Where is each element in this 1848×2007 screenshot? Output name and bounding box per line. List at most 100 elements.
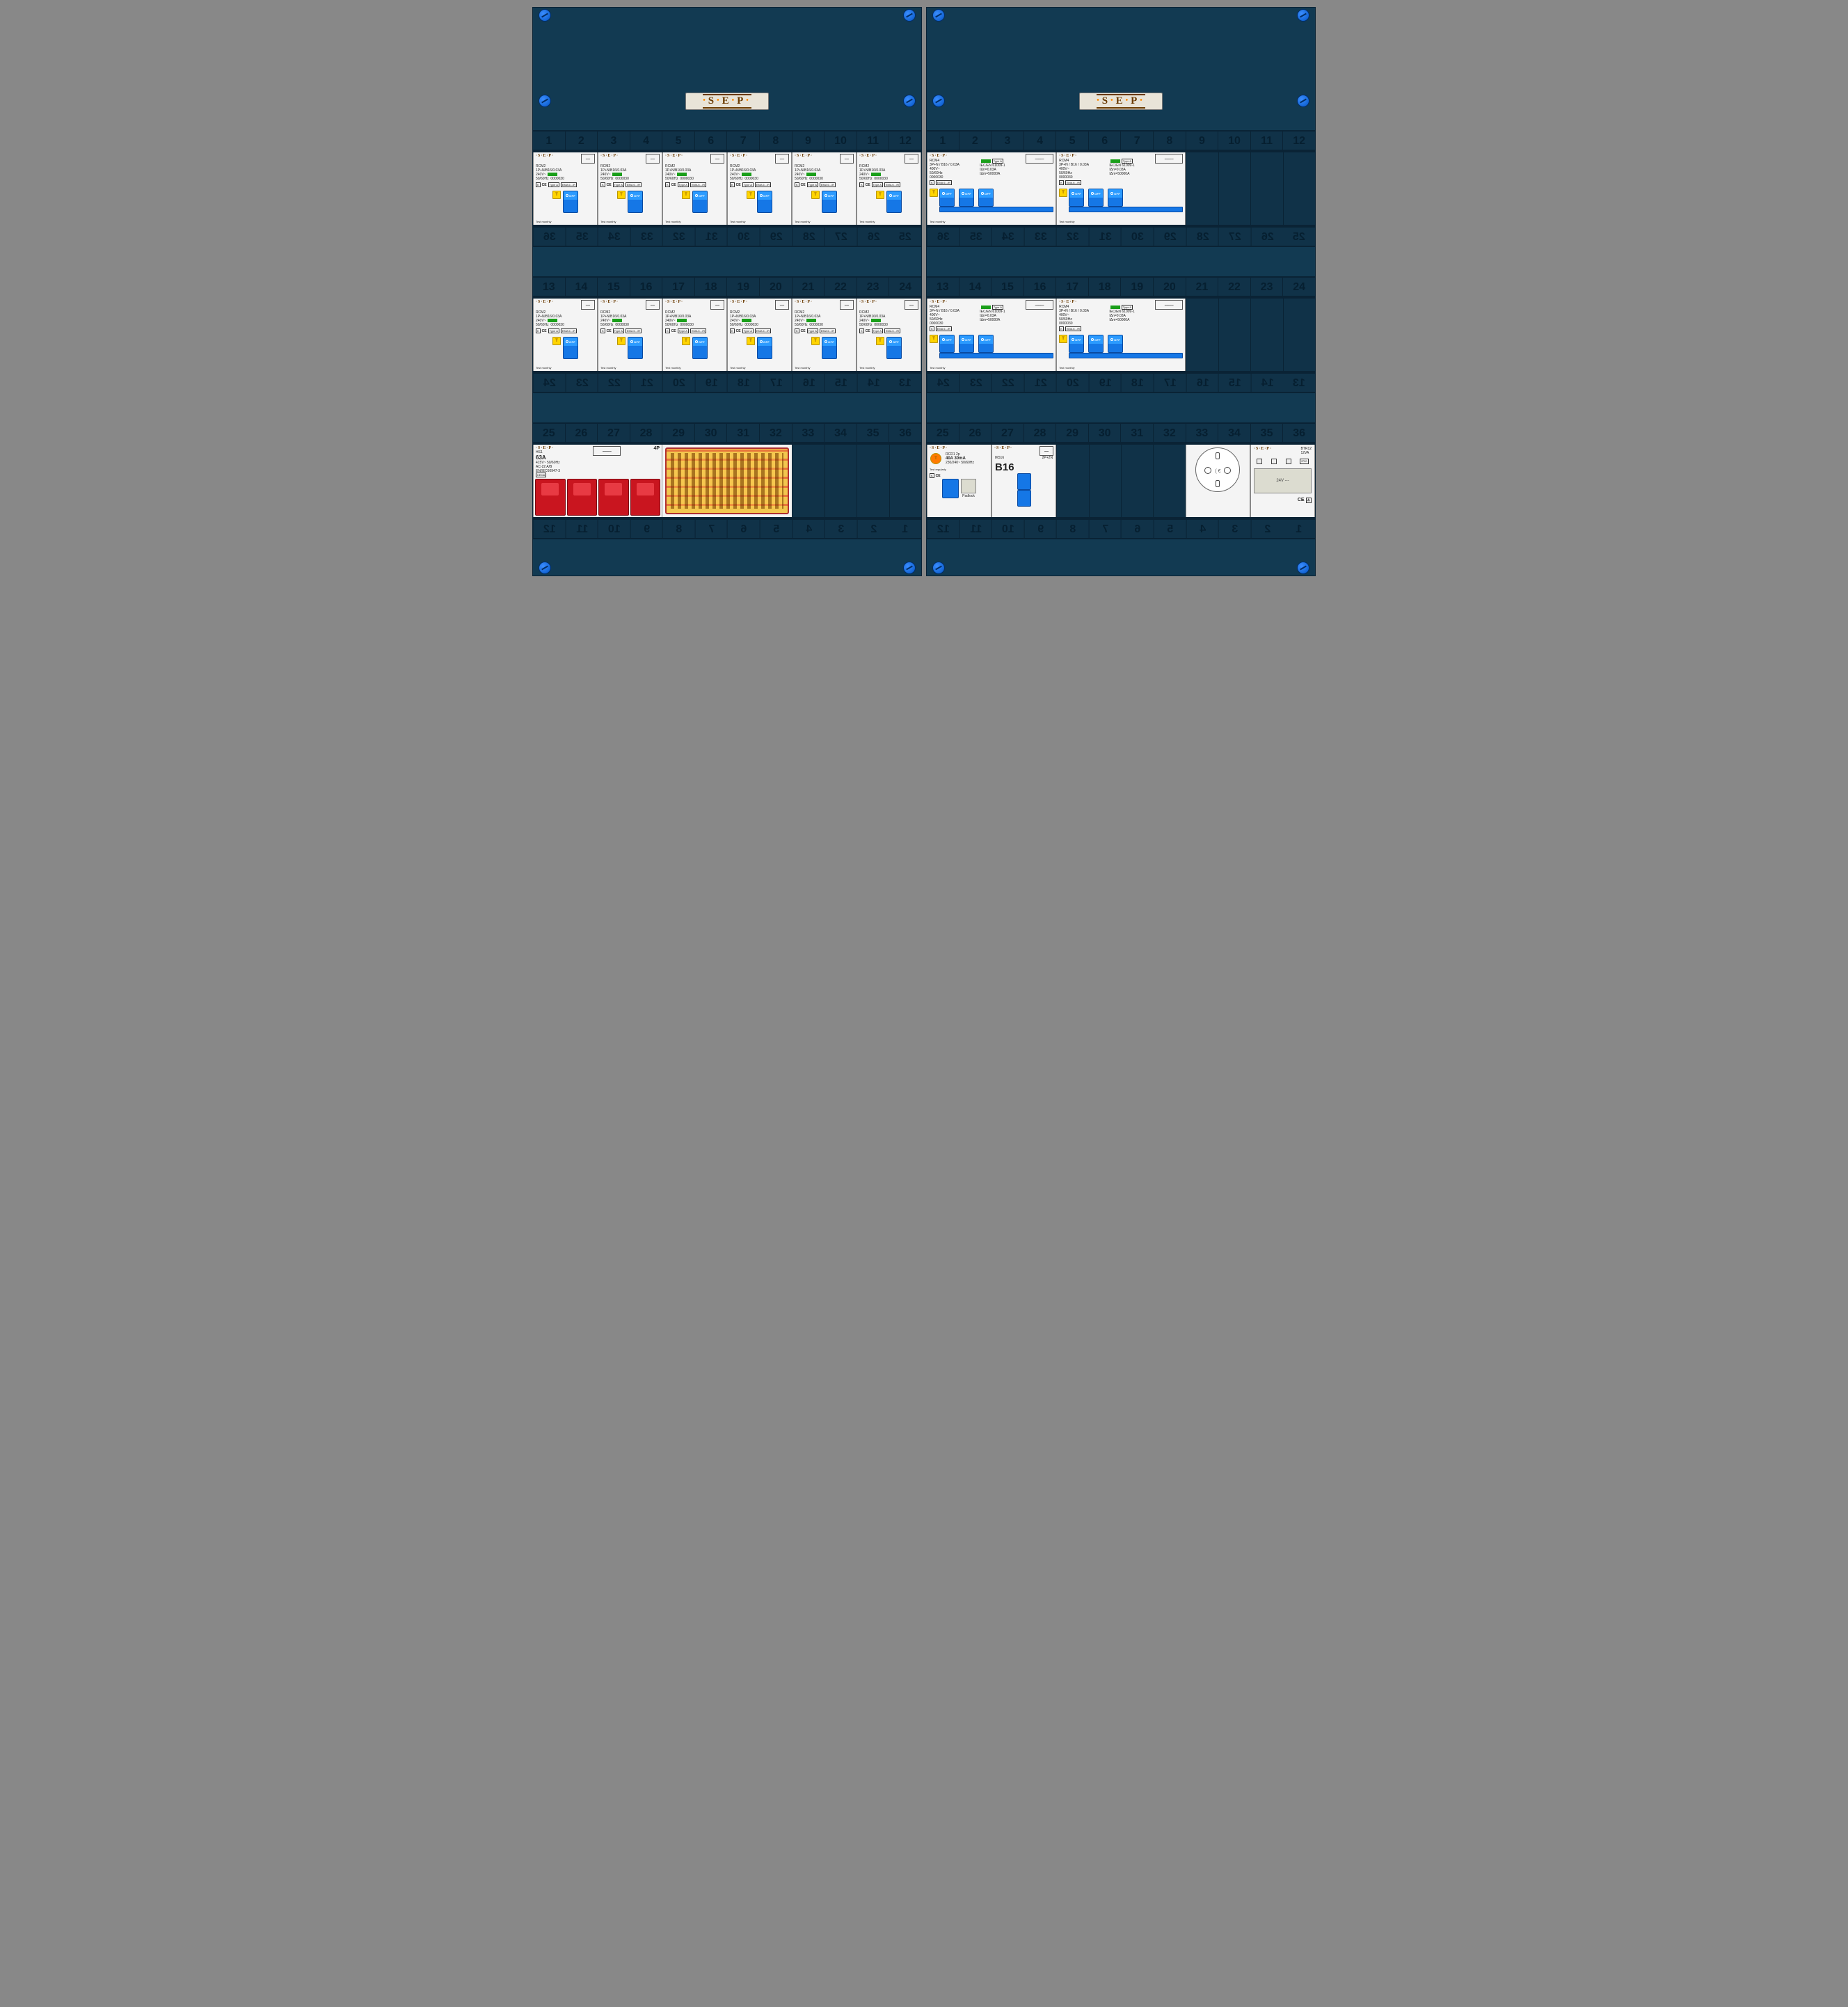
ema-mark: EMA 6.../R bbox=[884, 328, 900, 333]
ema-mark: EMA 6.../R bbox=[1065, 326, 1081, 331]
breaker-toggle[interactable]: OFF bbox=[757, 337, 772, 359]
slot-number: 13 bbox=[533, 278, 566, 296]
breaker-toggle[interactable]: OFF bbox=[692, 337, 708, 359]
slot-number: 14 bbox=[959, 278, 992, 296]
breaker-toggle[interactable] bbox=[1017, 473, 1031, 490]
slot-number: 35 bbox=[1251, 424, 1284, 442]
kema-mark: K bbox=[795, 328, 799, 333]
breaker-toggle[interactable]: OFF bbox=[959, 189, 974, 207]
screw bbox=[539, 95, 551, 107]
test-button[interactable]: T bbox=[811, 337, 820, 345]
breaker-toggle[interactable]: OFF bbox=[1108, 335, 1123, 353]
breaker-toggle[interactable]: OFF bbox=[1069, 189, 1084, 207]
screw bbox=[903, 95, 916, 107]
ce-mark: CE bbox=[866, 183, 870, 187]
test-button[interactable]: T bbox=[552, 337, 561, 345]
test-instruction: Test monthly bbox=[1057, 219, 1185, 225]
main-switch-bank[interactable] bbox=[535, 479, 660, 516]
breaker-toggle[interactable]: OFF bbox=[628, 191, 643, 213]
test-instruction: Test regularly bbox=[927, 467, 991, 473]
rcbo-rcm2: ·S·E·P· ⎓⎓ RCM2 1P+N/B16/0.03A 240V~ 50/… bbox=[598, 152, 662, 225]
slot-number: 12 bbox=[927, 520, 959, 538]
breaker-toggle[interactable]: OFF bbox=[822, 337, 837, 359]
switch-rail bbox=[1069, 207, 1183, 212]
slot-number: 16 bbox=[792, 374, 825, 392]
breaker-toggle[interactable]: OFF bbox=[978, 335, 994, 353]
slot-number: 21 bbox=[1024, 374, 1057, 392]
slot-number: 26 bbox=[1251, 228, 1284, 246]
test-button[interactable]: T bbox=[1059, 189, 1067, 197]
breaker-toggle[interactable]: OFF bbox=[939, 189, 955, 207]
status-indicator bbox=[548, 319, 557, 322]
breaker-toggle[interactable]: OFF bbox=[628, 337, 643, 359]
test-button[interactable]: T bbox=[617, 337, 626, 345]
test-button[interactable]: T bbox=[876, 191, 884, 199]
slot-number: 18 bbox=[727, 374, 760, 392]
breaker-toggle[interactable]: OFF bbox=[1108, 189, 1123, 207]
breaker-toggle[interactable]: OFF bbox=[1088, 335, 1104, 353]
status-indicator bbox=[742, 319, 751, 322]
wiring-icon: ⎓⎓ bbox=[581, 154, 595, 164]
kema-mark: K bbox=[859, 328, 864, 333]
slot-number: 29 bbox=[1154, 228, 1186, 246]
socket-face[interactable]: ( € bbox=[1195, 447, 1240, 492]
rcd-toggle[interactable] bbox=[942, 479, 959, 498]
test-button[interactable]: T bbox=[1059, 335, 1067, 343]
breaker-toggle[interactable] bbox=[1017, 490, 1031, 507]
type-mark: Type A bbox=[807, 328, 818, 333]
breaker-toggle[interactable]: OFF bbox=[563, 191, 578, 213]
breaker-toggle[interactable]: OFF bbox=[978, 189, 994, 207]
ema-mark: EMA 6.../R bbox=[626, 328, 642, 333]
freq-label: 50/60Hz 0000030 bbox=[795, 177, 854, 181]
slot-number: 20 bbox=[1154, 278, 1186, 296]
wiring-icon: ⎓⎓⎓⎓ bbox=[1155, 154, 1183, 164]
breaker-toggle[interactable]: OFF bbox=[563, 337, 578, 359]
test-button[interactable]: T bbox=[682, 337, 690, 345]
test-button[interactable]: T bbox=[747, 191, 755, 199]
slot-number: 4 bbox=[792, 520, 825, 538]
im-label: IΔm=50000A bbox=[980, 318, 1005, 322]
test-button[interactable]: T bbox=[682, 191, 690, 199]
test-button[interactable]: T bbox=[930, 189, 938, 197]
ce-mark: CE bbox=[866, 329, 870, 333]
slot-number: 10 bbox=[991, 520, 1024, 538]
slot-number: 31 bbox=[1089, 228, 1122, 246]
type-mark: Type A bbox=[613, 182, 624, 187]
rcbo-rcm2: ·S·E·P· ⎓⎓ RCM2 1P+N/B16/0.03A 240V~ 50/… bbox=[857, 299, 921, 371]
slot-number: 19 bbox=[695, 374, 728, 392]
kema-mark: K bbox=[536, 328, 541, 333]
ce-mark: CE bbox=[801, 329, 806, 333]
test-button[interactable]: T bbox=[876, 337, 884, 345]
din-rail-row: ·S·E·P· RCM4 3P+N / B16 / 0.03A 400V~ 50… bbox=[927, 151, 1315, 226]
screw bbox=[903, 562, 916, 574]
wiring-icon: ⎓⎓ bbox=[646, 154, 660, 164]
test-button[interactable]: T bbox=[811, 191, 820, 199]
slot-number: 22 bbox=[598, 374, 630, 392]
socket-outlet[interactable]: ( € bbox=[1186, 445, 1250, 517]
test-button[interactable]: T bbox=[552, 191, 561, 199]
breaker-toggle[interactable]: OFF bbox=[959, 335, 974, 353]
test-button[interactable]: T bbox=[930, 335, 938, 343]
test-instruction: Test monthly bbox=[792, 219, 856, 225]
breaker-toggle[interactable]: OFF bbox=[757, 191, 772, 213]
slot-number: 25 bbox=[927, 424, 959, 442]
breaker-toggle[interactable]: OFF bbox=[886, 337, 902, 359]
din-rail-row: ·S·E·P· HS1 63A 415V~ 50/60Hz AC-22 A/B … bbox=[533, 443, 921, 518]
breaker-toggle[interactable]: OFF bbox=[692, 191, 708, 213]
test-instruction: Test monthly bbox=[792, 365, 856, 371]
wiring-icon: ⎓⎓⎓⎓ bbox=[593, 446, 621, 456]
breaker-toggle[interactable]: OFF bbox=[822, 191, 837, 213]
wiring-icon: ⎓⎓ bbox=[840, 154, 854, 164]
breaker-toggle[interactable]: OFF bbox=[1069, 335, 1084, 353]
breaker-toggle[interactable]: OFF bbox=[1088, 189, 1104, 207]
freq-label: 50/60Hz 0000030 bbox=[536, 177, 595, 181]
test-button[interactable]: T bbox=[930, 453, 941, 464]
test-button[interactable]: T bbox=[747, 337, 755, 345]
test-button[interactable]: T bbox=[617, 191, 626, 199]
freq-label: 50/60Hz 0000030 bbox=[665, 323, 724, 327]
breaker-toggle[interactable]: OFF bbox=[886, 191, 902, 213]
breaker-toggle[interactable]: OFF bbox=[939, 335, 955, 353]
empty-slot bbox=[1186, 152, 1218, 225]
test-instruction: Test monthly bbox=[857, 219, 921, 225]
kema-mark: K bbox=[730, 328, 735, 333]
